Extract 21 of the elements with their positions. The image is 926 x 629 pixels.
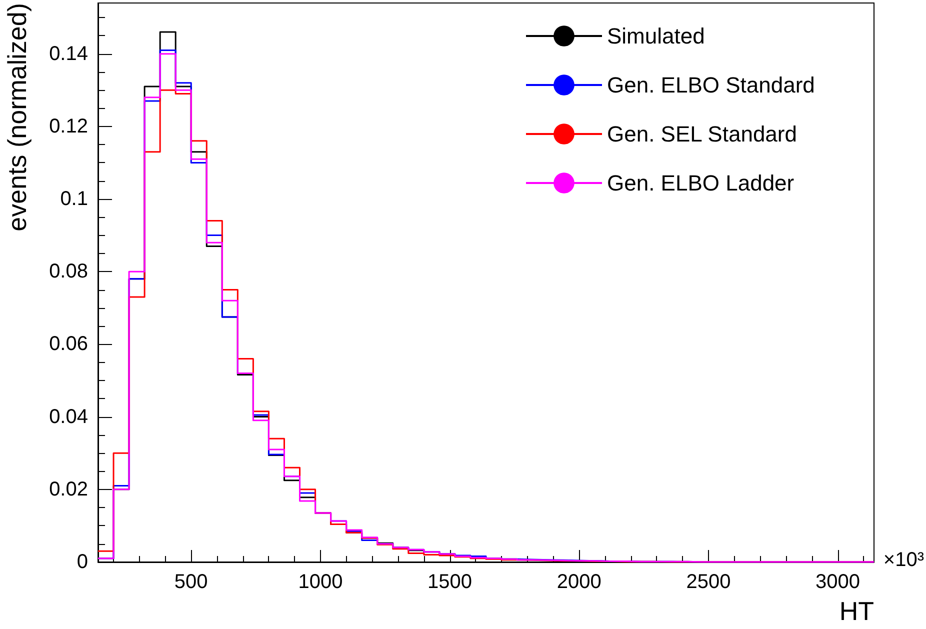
legend-label: Gen. ELBO Standard — [607, 72, 815, 98]
y-tick-label: 0.02 — [49, 478, 88, 500]
x-tick-label: 1500 — [428, 571, 472, 593]
x-tick-label: 2500 — [686, 571, 731, 593]
x-tick-label: 2000 — [556, 571, 602, 593]
y-tick-label: 0 — [76, 551, 88, 573]
text: ×10³ — [883, 549, 924, 571]
y-tick-label: 0.06 — [49, 333, 88, 356]
x-tick-label: 3000 — [816, 571, 860, 593]
y-tick-label: 0.12 — [49, 115, 88, 138]
y-axis-title: events (normalized) — [2, 3, 32, 232]
y-tick-label: 0.04 — [49, 406, 88, 428]
y-tick-label: 0.08 — [49, 260, 88, 283]
x-tick-label: 1000 — [298, 571, 343, 593]
x-axis-title: HT — [839, 596, 874, 626]
legend-label: Gen. SEL Standard — [607, 122, 797, 146]
x-tick-label: 500 — [174, 571, 208, 593]
legend-label: Gen. ELBO Ladder — [607, 170, 794, 196]
y-tick-label: 0.1 — [60, 188, 88, 210]
y-tick-label: 0.14 — [49, 42, 88, 65]
legend-label: Simulated — [607, 24, 705, 48]
